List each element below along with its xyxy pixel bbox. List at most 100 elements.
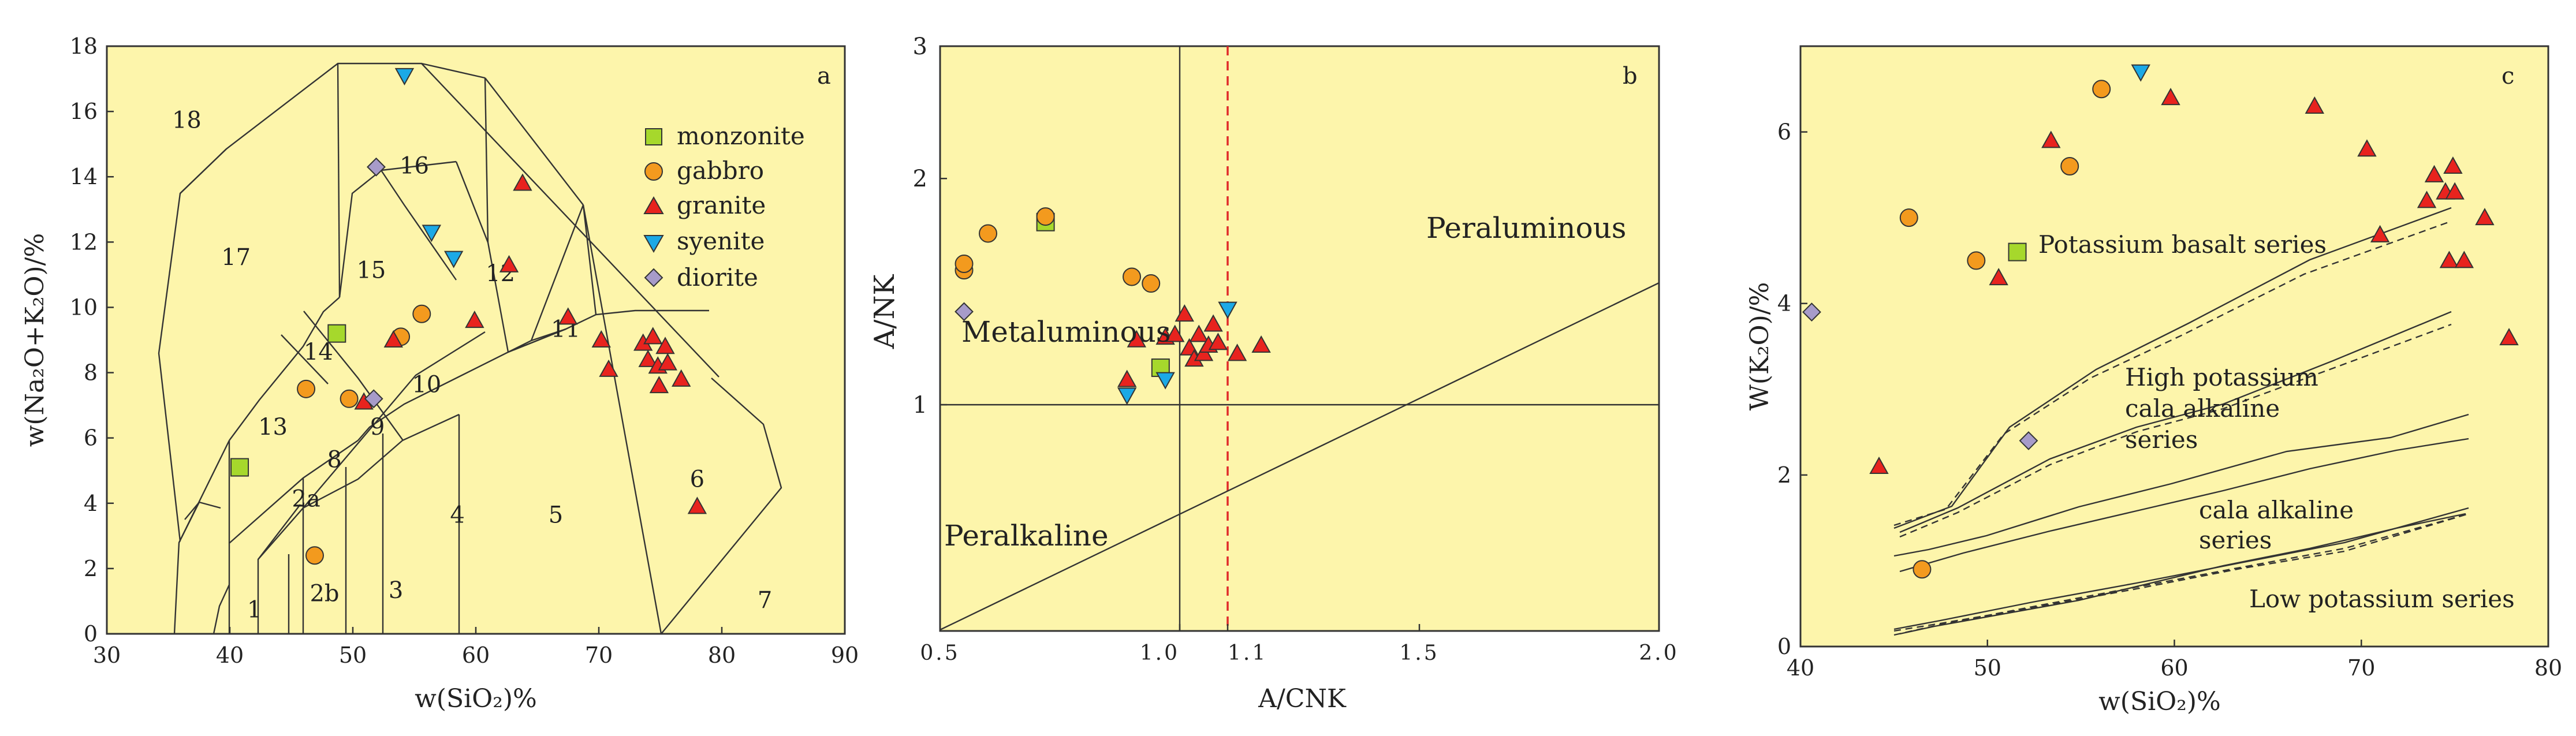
- point-gabbro: [2060, 157, 2079, 175]
- panel-b-axes: 0.5 1.0 1.1 1.5 2.0 1 2 3: [913, 33, 1677, 665]
- point-diorite: [364, 389, 383, 409]
- panel-a-field-line: [421, 62, 486, 79]
- legend-marker-syenite: [643, 235, 664, 253]
- point-syenite: [1155, 372, 1175, 390]
- point-granite: [658, 353, 677, 371]
- point-granite: [2445, 182, 2465, 200]
- field-label: 13: [258, 414, 288, 440]
- point-gabbro: [1142, 274, 1161, 293]
- panel-c-series-boundaries: [1893, 207, 2469, 636]
- field-label-metaluminous: Metaluminous: [961, 315, 1170, 349]
- legend-label-granite: granite: [677, 191, 766, 219]
- panel-a-letter: a: [817, 63, 831, 89]
- panel-a-data-points: [230, 68, 707, 565]
- y-tick-label: 8: [84, 360, 98, 386]
- x-tick-label: 50: [339, 642, 367, 668]
- panel-b-guides: [940, 46, 1660, 631]
- panel-c-boundary-line: [1893, 413, 2469, 557]
- y-tick-label: 18: [70, 33, 98, 59]
- y-tick-label: 0: [1777, 634, 1791, 659]
- legend-marker-monzonite: [645, 128, 662, 145]
- field-label-peralkaline: Peralkaline: [944, 519, 1109, 552]
- point-granite: [1989, 268, 2008, 286]
- y-tick-label: 6: [84, 425, 98, 451]
- panel-a-field-line: [303, 311, 404, 441]
- peralkaline-boundary: [940, 282, 1660, 631]
- panel-a-field-line: [229, 297, 340, 441]
- legend-label-monzonite: monzonite: [677, 122, 805, 150]
- point-granite: [1227, 343, 1247, 361]
- point-granite: [655, 337, 675, 354]
- x-tick-label: 50: [1974, 655, 2001, 681]
- point-gabbro: [2092, 80, 2111, 99]
- point-gabbro: [1967, 251, 1986, 270]
- point-granite: [1189, 324, 1209, 342]
- point-granite: [465, 311, 484, 328]
- panel-a-field-line: [281, 334, 329, 384]
- point-granite: [1251, 335, 1271, 353]
- panel-c-boundary-line: [1893, 221, 2449, 526]
- point-granite: [2370, 225, 2390, 242]
- point-monzonite: [2008, 242, 2027, 261]
- field-label-low-k: Low potassium series: [2249, 585, 2515, 613]
- panel-c: 40 50 60 70 80 0 2 4 6 c Potassium basalt series…: [1745, 45, 2562, 716]
- x-tick-label: 40: [1787, 655, 1814, 681]
- panel-a-field-line: [661, 378, 782, 634]
- panel-b-letter: b: [1623, 63, 1638, 89]
- point-gabbro: [1913, 560, 1932, 579]
- field-label-peraluminous: Peraluminous: [1426, 211, 1626, 245]
- panel-c-y-axis-title: W(K₂O)/%: [1745, 282, 1775, 411]
- field-label: 1: [247, 597, 262, 623]
- panel-c-x-axis-title: w(SiO₂)%: [2098, 687, 2221, 716]
- point-gabbro: [297, 379, 316, 398]
- point-gabbro: [305, 546, 324, 565]
- panel-c-boundary-line: [1899, 323, 2452, 538]
- field-label: 14: [304, 339, 333, 365]
- field-label: 16: [400, 153, 429, 180]
- legend-item-granite: granite: [643, 191, 766, 219]
- y-tick-label: 14: [70, 164, 98, 189]
- point-gabbro: [340, 389, 359, 408]
- point-granite: [513, 173, 532, 191]
- y-tick-label: 6: [1777, 119, 1791, 145]
- field-label-potassium-basalt: Potassium basalt series: [2038, 230, 2327, 259]
- y-tick-label: 10: [70, 294, 98, 320]
- panel-a-field-line: [213, 584, 230, 634]
- point-gabbro: [1036, 207, 1055, 226]
- field-label-calc-alkaline-line2: series: [2199, 526, 2272, 554]
- field-label-high-k-line2: cala alkaline: [2125, 394, 2280, 423]
- panel-a-field-line: [484, 77, 489, 243]
- point-granite: [649, 376, 669, 394]
- field-label: 10: [412, 371, 441, 398]
- point-granite: [558, 307, 578, 325]
- y-tick-label: 2: [84, 556, 98, 581]
- point-granite: [687, 496, 707, 514]
- field-label: 17: [221, 244, 251, 271]
- panel-a-field-boundaries: [158, 62, 782, 634]
- point-granite: [2357, 139, 2377, 157]
- legend-marker-gabbro: [644, 162, 663, 181]
- point-gabbro: [955, 255, 974, 274]
- panel-a-y-axis-title: w(Na₂O+K₂O)/%: [20, 233, 50, 447]
- field-label: 9: [370, 414, 385, 440]
- panel-c-letter: c: [2502, 63, 2514, 89]
- point-granite: [2424, 165, 2444, 182]
- point-syenite: [394, 68, 415, 85]
- field-label: 3: [389, 577, 403, 604]
- point-granite: [591, 330, 611, 348]
- panel-c-data-points: [1802, 64, 2519, 579]
- point-diorite: [367, 157, 386, 177]
- panel-c-boundary-line: [1893, 513, 2469, 632]
- panel-c-boundary-line: [1893, 507, 2469, 630]
- field-label: 2a: [292, 485, 320, 512]
- panel-c-boundary-line: [1899, 311, 2452, 533]
- point-granite: [1127, 330, 1146, 348]
- legend-marker-diorite: [644, 268, 663, 287]
- point-granite: [1208, 332, 1228, 350]
- point-syenite: [443, 251, 464, 268]
- panel-a-field-line: [484, 77, 584, 206]
- point-granite: [643, 327, 663, 345]
- point-granite: [1165, 324, 1185, 342]
